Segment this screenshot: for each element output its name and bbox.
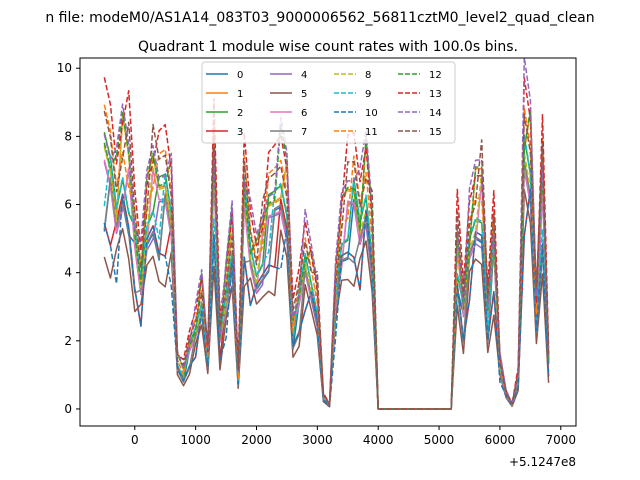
x-offset-label: +5.1247e8: [509, 455, 576, 469]
legend-label-13: 13: [429, 89, 442, 100]
legend-label-11: 11: [365, 127, 378, 138]
x-tick-label: 3000: [302, 433, 333, 447]
suptitle: n file: modeM0/AS1A14_083T03_9000006562_…: [45, 10, 594, 26]
series-line-6: [103, 159, 550, 410]
y-tick-label: 8: [64, 129, 72, 143]
legend-label-12: 12: [429, 70, 442, 81]
x-tick-label: 1000: [180, 433, 211, 447]
series-line-9: [103, 134, 550, 410]
y-tick-label: 10: [57, 61, 72, 75]
series-line-15: [103, 110, 550, 410]
legend-label-15: 15: [429, 127, 442, 138]
x-tick-label: 6000: [485, 433, 516, 447]
legend-label-7: 7: [301, 127, 307, 138]
x-tick-label: 4000: [363, 433, 394, 447]
y-tick-label: 0: [64, 402, 72, 416]
legend-box: [201, 61, 456, 144]
x-tick-label: 5000: [424, 433, 455, 447]
x-tick-label: 0: [131, 433, 139, 447]
legend-label-2: 2: [237, 108, 243, 119]
legend-label-6: 6: [301, 108, 307, 119]
legend-label-8: 8: [365, 70, 371, 81]
legend-label-5: 5: [301, 89, 307, 100]
x-tick-label: 7000: [546, 433, 577, 447]
plot-frame: [79, 57, 577, 427]
y-tick-label: 2: [64, 334, 72, 348]
legend-label-10: 10: [365, 108, 378, 119]
series-line-10: [103, 188, 550, 410]
legend-label-3: 3: [237, 127, 243, 138]
legend-label-1: 1: [237, 89, 243, 100]
series-line-11: [103, 104, 550, 410]
y-axis: 0 2 4 6 8 10: [57, 61, 80, 416]
x-axis: 0 1000 2000 3000 4000 5000 6000 7000: [131, 426, 576, 447]
legend-label-0: 0: [237, 70, 243, 81]
series-line-5: [103, 189, 550, 410]
y-tick-label: 6: [64, 198, 72, 212]
legend-label-14: 14: [429, 108, 442, 119]
legend-label-9: 9: [365, 89, 371, 100]
chart-title: Quadrant 1 module wise count rates with …: [138, 39, 518, 55]
series-layer: [103, 58, 550, 410]
legend-label-4: 4: [301, 70, 307, 81]
x-tick-label: 2000: [241, 433, 272, 447]
y-tick-label: 4: [64, 266, 72, 280]
